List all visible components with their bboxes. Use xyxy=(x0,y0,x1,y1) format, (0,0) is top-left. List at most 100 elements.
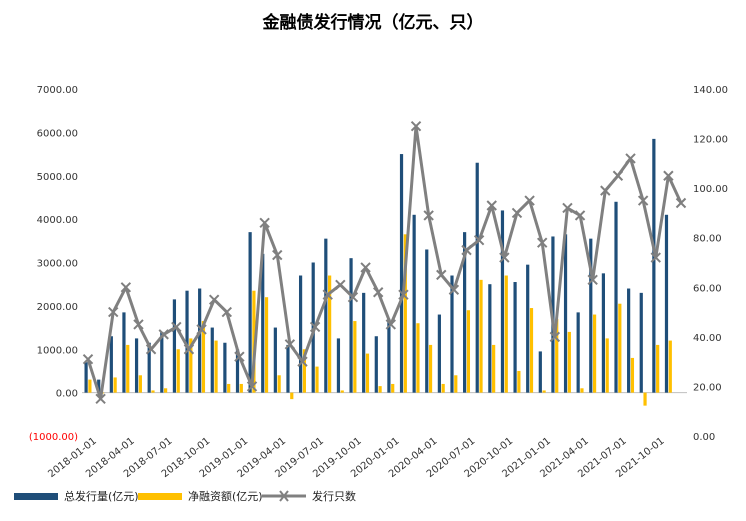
point-count xyxy=(574,210,586,221)
bar-net xyxy=(340,390,344,393)
point-count xyxy=(461,244,472,256)
y-left-tick-label: 1000.00 xyxy=(37,345,78,356)
point-marker-stroke xyxy=(511,207,523,219)
point-marker-stroke xyxy=(309,321,321,333)
point-marker-stroke xyxy=(461,244,472,256)
bar-net xyxy=(113,377,117,393)
point-count xyxy=(335,279,346,291)
point-count xyxy=(246,381,258,392)
bar-total xyxy=(374,336,378,393)
bar-net xyxy=(441,383,445,393)
bar-total xyxy=(488,284,492,393)
bar-total xyxy=(109,336,113,393)
point-count xyxy=(600,185,611,196)
legend-label-count: 发行只数 xyxy=(312,490,356,503)
point-count xyxy=(82,353,94,365)
bar-net xyxy=(201,321,206,393)
point-count xyxy=(347,291,359,303)
bar-total xyxy=(412,214,416,393)
bar-total xyxy=(475,162,479,393)
y-left-tick-label: 2000.00 xyxy=(37,302,78,313)
line-layer xyxy=(82,120,687,405)
point-marker-stroke xyxy=(675,197,687,209)
bar-net xyxy=(302,349,306,393)
bar-net xyxy=(189,338,193,393)
point-marker-stroke xyxy=(385,319,397,330)
bar-total xyxy=(450,275,454,393)
point-count xyxy=(360,262,371,273)
point-count xyxy=(234,351,245,362)
point-count xyxy=(221,306,232,318)
bar-total xyxy=(160,331,164,393)
point-count xyxy=(625,153,636,164)
bar-net xyxy=(504,275,508,393)
point-count xyxy=(423,210,434,221)
bar-total xyxy=(664,214,669,393)
bar-total xyxy=(437,314,441,393)
point-count xyxy=(587,274,598,286)
bar-net xyxy=(529,308,534,393)
point-marker-stroke xyxy=(448,284,460,295)
bar-net xyxy=(365,353,370,393)
point-count xyxy=(208,294,220,305)
bar-total xyxy=(399,154,404,393)
point-marker-stroke xyxy=(183,344,195,355)
point-marker-stroke xyxy=(486,200,497,211)
y-right-tick-label: 40.00 xyxy=(693,333,722,344)
bar-total xyxy=(576,312,580,393)
bar-net xyxy=(517,370,521,393)
point-count xyxy=(145,344,157,355)
point-marker-stroke xyxy=(335,279,346,291)
point-marker-stroke xyxy=(259,217,270,229)
point-marker-stroke xyxy=(347,291,359,303)
point-count xyxy=(612,170,624,181)
point-count xyxy=(284,339,296,350)
bar-net xyxy=(378,386,382,393)
point-count xyxy=(524,195,535,206)
point-marker-stroke xyxy=(436,269,447,281)
y-right-tick-label: 20.00 xyxy=(693,382,722,393)
point-count xyxy=(133,319,144,330)
bar-total xyxy=(147,342,151,393)
bar-total xyxy=(273,327,277,393)
point-marker-stroke xyxy=(625,153,636,164)
point-marker-stroke xyxy=(221,306,232,318)
point-count xyxy=(95,393,106,405)
bar-total xyxy=(589,238,593,393)
point-marker-stroke xyxy=(650,252,661,263)
point-marker-stroke xyxy=(499,252,510,263)
bar-total xyxy=(500,210,505,393)
point-marker-stroke xyxy=(562,202,573,214)
point-marker-stroke xyxy=(587,274,598,286)
point-count xyxy=(511,207,523,219)
point-count xyxy=(171,321,182,333)
point-marker-stroke xyxy=(574,210,586,221)
bar-total xyxy=(84,362,88,393)
point-marker-stroke xyxy=(537,237,548,248)
point-count xyxy=(486,200,497,211)
point-count xyxy=(297,356,308,367)
bar-net xyxy=(643,392,647,406)
point-count xyxy=(372,287,384,298)
tick-label-layer: (1000.00) 0.00 1000.00 2000.00 3000.00 4000.0… xyxy=(29,85,728,480)
bar-total xyxy=(210,327,214,393)
point-count xyxy=(637,195,649,206)
bar-total xyxy=(362,292,366,393)
point-count xyxy=(562,202,573,214)
bar-net xyxy=(567,331,571,393)
bar-total xyxy=(134,338,139,393)
bar-total xyxy=(563,234,568,393)
point-marker-stroke xyxy=(82,353,94,365)
legend-swatch-total xyxy=(14,492,58,500)
point-count xyxy=(663,170,674,181)
point-marker-stroke xyxy=(473,234,485,246)
point-marker-stroke xyxy=(234,351,245,362)
point-count xyxy=(675,197,687,209)
bar-total xyxy=(614,201,618,393)
bar-net xyxy=(580,388,584,393)
point-marker-stroke xyxy=(360,262,371,273)
point-marker-stroke xyxy=(208,294,220,305)
point-marker-stroke xyxy=(398,289,409,300)
bar-net xyxy=(151,390,155,393)
bar-total xyxy=(298,275,303,393)
